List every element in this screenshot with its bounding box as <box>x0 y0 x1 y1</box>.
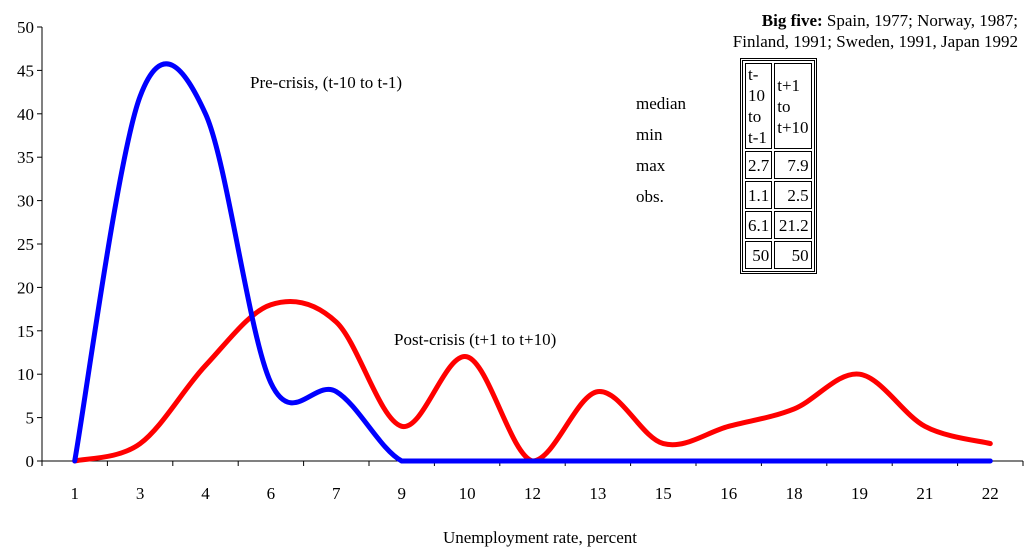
y-tick-label: 10 <box>17 365 34 384</box>
x-tick-label: 15 <box>655 484 672 503</box>
row-label-obs: obs. <box>636 187 664 206</box>
stats-cell: 50 <box>745 241 773 269</box>
x-tick-label: 3 <box>136 484 145 503</box>
column-header: t+1 to t+10 <box>774 63 812 149</box>
x-tick-label: 7 <box>332 484 341 503</box>
x-tick-label: 18 <box>786 484 803 503</box>
x-tick-label: 1 <box>70 484 79 503</box>
y-tick-label: 20 <box>17 278 34 297</box>
x-tick-label: 10 <box>459 484 476 503</box>
y-tick-label: 25 <box>17 235 34 254</box>
stats-row: 6.1 21.2 <box>745 211 812 239</box>
y-tick-label: 35 <box>17 148 34 167</box>
post-crisis-line <box>72 299 993 464</box>
x-tick-label: 22 <box>982 484 999 503</box>
stats-cell: 7.9 <box>774 151 812 179</box>
stats-cell: 2.5 <box>774 181 812 209</box>
row-label-median: median <box>636 94 687 113</box>
stats-cell: 21.2 <box>774 211 812 239</box>
info-title-bold: Big five: <box>761 11 823 30</box>
info-title-line2: Finland, 1991; Sweden, 1991, Japan 1992 <box>732 32 1018 51</box>
x-tick-label: 13 <box>589 484 606 503</box>
stats-header-row: t-10 to t-1 t+1 to t+10 <box>745 63 812 149</box>
x-tick-label: 4 <box>201 484 210 503</box>
y-tick-label: 5 <box>26 409 35 428</box>
y-tick-label: 0 <box>26 452 35 471</box>
stats-row: 2.7 7.9 <box>745 151 812 179</box>
stats-cell: 1.1 <box>745 181 773 209</box>
x-tick-label: 6 <box>267 484 276 503</box>
pre-crisis-annotation: Pre-crisis, (t-10 to t-1) <box>250 73 402 92</box>
x-tick-label: 16 <box>720 484 737 503</box>
stats-cell: 50 <box>774 241 812 269</box>
info-title: Big five: Spain, 1977; Norway, 1987; Fin… <box>622 10 1022 52</box>
stats-grid: t-10 to t-1 t+1 to t+10 2.7 7.9 1.1 2.5 … <box>740 58 817 274</box>
stats-row: 50 50 <box>745 241 812 269</box>
y-tick-label: 30 <box>17 192 34 211</box>
row-label-max: max <box>636 156 666 175</box>
post-crisis-annotation: Post-crisis (t+1 to t+10) <box>394 330 556 349</box>
y-tick-label: 15 <box>17 322 34 341</box>
x-axis-title: Unemployment rate, percent <box>443 528 637 547</box>
info-title-line1: Spain, 1977; Norway, 1987; <box>826 11 1018 30</box>
x-tick-label: 12 <box>524 484 541 503</box>
x-tick-label: 9 <box>397 484 406 503</box>
info-box: Big five: Spain, 1977; Norway, 1987; Fin… <box>622 10 1022 274</box>
y-tick-label: 40 <box>17 105 34 124</box>
row-label-min: min <box>636 125 663 144</box>
chart-series <box>72 61 993 464</box>
stats-cell: 2.7 <box>745 151 773 179</box>
stats-cell: 6.1 <box>745 211 773 239</box>
x-tick-label: 21 <box>916 484 933 503</box>
pre-crisis-line <box>72 61 993 464</box>
column-header: t-10 to t-1 <box>745 63 773 149</box>
y-tick-label: 50 <box>17 18 34 37</box>
x-tick-label: 19 <box>851 484 868 503</box>
stats-row: 1.1 2.5 <box>745 181 812 209</box>
y-tick-label: 45 <box>17 61 34 80</box>
